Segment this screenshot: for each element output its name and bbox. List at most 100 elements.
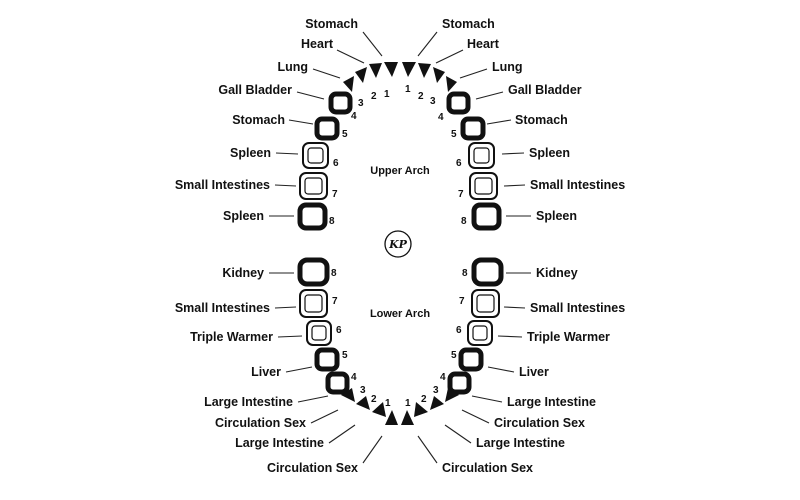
tooth-upper-right-2: [418, 63, 431, 78]
tooth-lower-left-7: [299, 289, 328, 318]
tooth-number: 1: [384, 89, 390, 100]
tooth-lower-left-3: [341, 388, 355, 402]
organ-label: Spleen: [536, 209, 577, 223]
tooth-number: 4: [351, 111, 357, 122]
tooth-upper-right-6: [468, 142, 495, 169]
upper-arch-label: Upper Arch: [370, 165, 430, 177]
organ-label: Large Intestine: [235, 436, 324, 450]
tooth-number: 1: [405, 84, 411, 95]
tooth-lower-left-8: [297, 257, 330, 287]
tooth-upper-left-7: [299, 172, 328, 200]
organ-label: Small Intestines: [530, 178, 625, 192]
organ-label: Stomach: [232, 113, 285, 127]
tooth-number: 5: [451, 129, 457, 140]
organ-label: Small Intestines: [175, 178, 270, 192]
tooth-number: 7: [332, 189, 338, 200]
tooth-upper-right-4: [446, 91, 471, 115]
tooth-upper-right-8: [471, 202, 502, 231]
tooth-upper-right-5: [460, 116, 486, 141]
organ-labels-lower-left: Kidney Small Intestines Triple Warmer Li…: [175, 266, 358, 475]
tooth-lower-right-5: [458, 347, 484, 372]
tooth-lower-right-4: [447, 371, 472, 395]
tooth-number: 5: [342, 129, 348, 140]
tooth-lower-left-6: [306, 320, 332, 346]
organ-label: Large Intestine: [507, 395, 596, 409]
organ-label: Gall Bladder: [218, 83, 292, 97]
tooth-number: 2: [371, 91, 377, 102]
tooth-number: 3: [430, 96, 436, 107]
organ-label: Kidney: [536, 266, 578, 280]
tooth-upper-right-1: [402, 62, 416, 77]
tooth-upper-left-4: [328, 91, 353, 115]
tooth-lower-left-1: [385, 410, 398, 425]
tooth-number: 7: [332, 296, 338, 307]
tooth-number: 6: [456, 325, 462, 336]
organ-label: Spleen: [529, 146, 570, 160]
organ-label: Heart: [467, 37, 500, 51]
tooth-number: 5: [451, 350, 457, 361]
organ-label: Heart: [301, 37, 334, 51]
tooth-upper-left-1: [384, 62, 398, 77]
kp-logo: KP: [384, 230, 412, 258]
tooth-upper-right-7: [469, 172, 498, 200]
kp-logo-text: KP: [388, 238, 408, 251]
organ-labels-upper-left: Stomach Heart Lung Gall Bladder Stomach …: [175, 17, 358, 223]
organ-label: Large Intestine: [204, 395, 293, 409]
tooth-lower-right-1: [401, 410, 414, 425]
tooth-lower-left-1b: [372, 402, 386, 417]
tooth-lower-left-4: [325, 371, 350, 395]
tooth-upper-right-3b: [446, 76, 457, 92]
organ-label: Stomach: [515, 113, 568, 127]
tooth-number: 8: [461, 216, 467, 227]
tooth-number: 7: [458, 189, 464, 200]
tooth-number: 8: [331, 268, 337, 279]
organ-label: Stomach: [442, 17, 495, 31]
tooth-number: 6: [333, 158, 339, 169]
organ-label: Circulation Sex: [494, 416, 585, 430]
organ-label: Lung: [492, 60, 523, 74]
tooth-number: 4: [351, 372, 357, 383]
organ-label: Gall Bladder: [508, 83, 582, 97]
tooth-lower-right-1b: [414, 402, 428, 417]
tooth-number: 3: [433, 385, 439, 396]
lower-arch: 8 7 6 5 4 3 2 1 8 7 6 5 4 3 2 1 Lower Ar…: [297, 257, 504, 425]
tooth-number: 8: [462, 268, 468, 279]
tooth-upper-right-3: [433, 67, 445, 83]
tooth-upper-left-2: [369, 63, 382, 78]
tooth-upper-left-5: [314, 116, 340, 141]
tooth-lower-right-8: [471, 257, 504, 287]
organ-label: Circulation Sex: [442, 461, 533, 475]
organ-label: Liver: [251, 365, 281, 379]
tooth-number: 6: [456, 158, 462, 169]
organ-label: Spleen: [230, 146, 271, 160]
lower-arch-label: Lower Arch: [370, 308, 430, 320]
tooth-upper-left-8: [297, 202, 328, 231]
upper-arch: 1 2 3 4 5 6 7 8 1 2 3 4 5 6 7 8 Upper Ar…: [297, 62, 502, 231]
organ-label: Circulation Sex: [267, 461, 358, 475]
tooth-lower-left-5: [314, 347, 340, 372]
tooth-lower-right-2: [430, 396, 444, 410]
organ-label: Liver: [519, 365, 549, 379]
organ-label: Large Intestine: [476, 436, 565, 450]
tooth-upper-left-3b: [343, 76, 354, 92]
organ-label: Stomach: [305, 17, 358, 31]
tooth-number: 4: [440, 372, 446, 383]
organ-label: Lung: [277, 60, 308, 74]
tooth-number: 2: [371, 394, 377, 405]
organ-label: Circulation Sex: [215, 416, 306, 430]
tooth-lower-right-6: [467, 320, 493, 346]
tooth-number: 1: [385, 398, 391, 409]
tooth-number: 3: [358, 98, 364, 109]
tooth-number: 3: [360, 385, 366, 396]
tooth-number: 7: [459, 296, 465, 307]
organ-label: Small Intestines: [175, 301, 270, 315]
tooth-lower-right-7: [471, 289, 500, 318]
tooth-number: 5: [342, 350, 348, 361]
tooth-number: 2: [418, 91, 424, 102]
tooth-number: 4: [438, 112, 444, 123]
organ-label: Spleen: [223, 209, 264, 223]
tooth-upper-left-6: [302, 142, 329, 169]
tooth-number: 1: [405, 398, 411, 409]
leader-lines: [269, 31, 531, 464]
